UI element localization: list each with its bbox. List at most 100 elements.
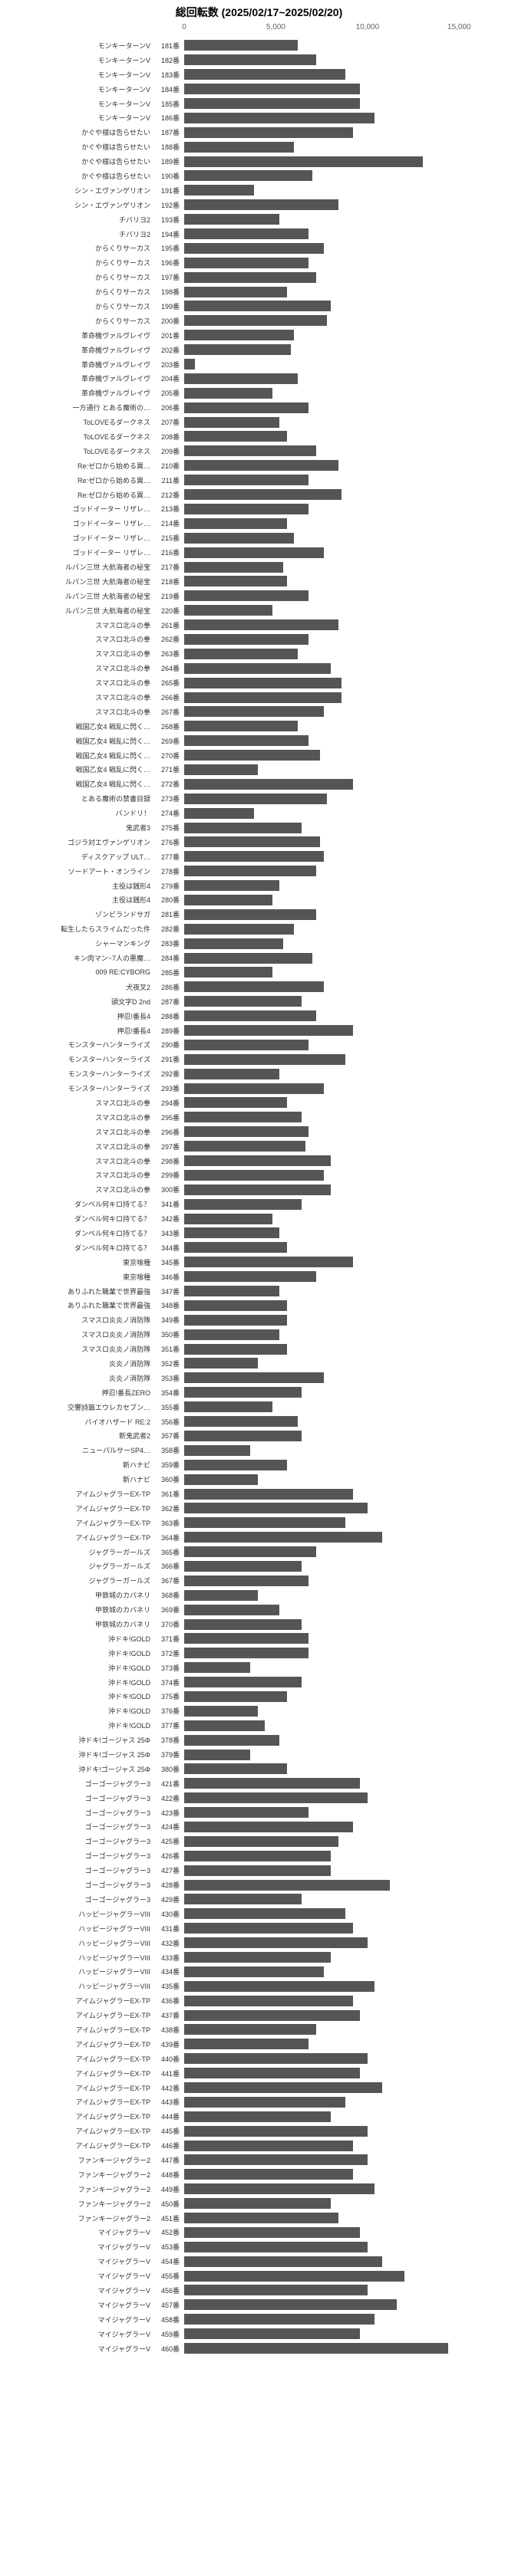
row-number: 354番 (153, 1388, 184, 1398)
chart-row: マイジャグラーV460番 (0, 2341, 518, 2356)
bar (184, 721, 298, 731)
bar-track (184, 618, 514, 632)
row-number: 211番 (153, 475, 184, 485)
row-number: 189番 (153, 156, 184, 166)
row-number: 432番 (153, 1938, 184, 1948)
bar (184, 533, 294, 544)
bar (184, 1778, 360, 1789)
row-number: 368番 (153, 1590, 184, 1600)
chart-row: ルパン三世 大航海者の秘宝219番 (0, 589, 518, 603)
row-label: 沖ドキ!GOLD (0, 1663, 153, 1673)
row-number: 344番 (153, 1243, 184, 1253)
row-number: 198番 (153, 287, 184, 297)
plot-area: モンキーターンV181番モンキーターンV182番モンキーターンV183番モンキー… (0, 38, 518, 2356)
row-number: 358番 (153, 1445, 184, 1455)
row-number: 424番 (153, 1822, 184, 1832)
bar-track (184, 458, 514, 473)
row-label: 戦国乙女4 戦乱に閃く… (0, 751, 153, 761)
row-number: 300番 (153, 1184, 184, 1194)
row-number: 206番 (153, 402, 184, 412)
bar-track (184, 1400, 514, 1414)
row-number: 357番 (153, 1431, 184, 1441)
row-number: 460番 (153, 2344, 184, 2354)
row-label: 転生したらスライムだった件 (0, 924, 153, 934)
chart-row: スマスロ北斗の拳297番 (0, 1139, 518, 1154)
chart-row: マイジャグラーV457番 (0, 2298, 518, 2312)
chart-row: 押忍!番長4289番 (0, 1024, 518, 1038)
chart-row: アイムジャグラーEX-TP363番 (0, 1516, 518, 1530)
chart-row: 主役は銭形4280番 (0, 893, 518, 908)
row-number: 212番 (153, 490, 184, 500)
bar-track (184, 1964, 514, 1979)
axis-tick: 5,000 (266, 23, 285, 31)
chart-row: 戦国乙女4 戦乱に閃く…272番 (0, 777, 518, 791)
chart-row: Re:ゼロから始める異…210番 (0, 458, 518, 473)
row-number: 439番 (153, 2039, 184, 2049)
row-number: 364番 (153, 1533, 184, 1543)
row-label: スマスロ北斗の拳 (0, 1184, 153, 1194)
row-number: 294番 (153, 1098, 184, 1108)
row-label: 鬼武者3 (0, 823, 153, 833)
row-number: 214番 (153, 518, 184, 528)
chart-row: モンキーターンV183番 (0, 67, 518, 82)
chart-row: ジャグラーガールズ366番 (0, 1559, 518, 1574)
row-label: アイムジャグラーEX-TP (0, 1503, 153, 1513)
bar (184, 2111, 331, 2122)
bar-track (184, 2095, 514, 2109)
bar-track (184, 2239, 514, 2254)
chart-container: 総回転数 (2025/02/17~2025/02/20) 05,00010,00… (0, 0, 518, 2356)
bar-track (184, 1371, 514, 1385)
row-number: 277番 (153, 852, 184, 862)
row-number: 293番 (153, 1083, 184, 1093)
bar-track (184, 980, 514, 994)
bar (184, 417, 279, 428)
row-label: ファンキージャグラー2 (0, 2155, 153, 2165)
row-label: 一方通行 とある魔術の… (0, 402, 153, 412)
bar-track (184, 2283, 514, 2298)
chart-row: ハッピージャグラーVIII430番 (0, 1907, 518, 1921)
bar (184, 1822, 353, 1832)
bar (184, 2285, 368, 2295)
row-label: アイムジャグラーEX-TP (0, 2126, 153, 2136)
row-number: 378番 (153, 1735, 184, 1745)
row-label: アイムジャグラーEX-TP (0, 2068, 153, 2078)
row-label: スマスロ北斗の拳 (0, 1142, 153, 1152)
bar (184, 1069, 279, 1079)
row-number: 220番 (153, 606, 184, 616)
bar (184, 967, 272, 978)
bar (184, 489, 341, 500)
bar (184, 156, 423, 167)
bar-track (184, 1182, 514, 1197)
row-label: ゴッドイーター リザレ… (0, 518, 153, 528)
bar (184, 2010, 360, 2021)
bar-track (184, 1211, 514, 1226)
row-number: 185番 (153, 99, 184, 109)
bar-track (184, 1255, 514, 1270)
row-number: 422番 (153, 1793, 184, 1803)
bar-track (184, 1545, 514, 1559)
row-number: 184番 (153, 84, 184, 94)
chart-row: ゴーゴージャグラー3425番 (0, 1834, 518, 1848)
row-label: アイムジャグラーEX-TP (0, 2083, 153, 2093)
bar (184, 504, 308, 514)
row-number: 361番 (153, 1489, 184, 1499)
bar-track (184, 386, 514, 400)
row-number: 442番 (153, 2083, 184, 2093)
row-number: 193番 (153, 215, 184, 225)
row-label: モンキーターンV (0, 55, 153, 65)
row-label: スマスロ北斗の拳 (0, 663, 153, 673)
row-number: 275番 (153, 823, 184, 833)
row-label: ファンキージャグラー2 (0, 2184, 153, 2194)
bar (184, 1807, 308, 1818)
row-label: 東京喰種 (0, 1272, 153, 1282)
chart-row: ファンキージャグラー2447番 (0, 2153, 518, 2167)
bar (184, 590, 308, 601)
row-label: 新ハナビ (0, 1460, 153, 1470)
chart-row: かぐや様は告らせたい190番 (0, 169, 518, 183)
bar-track (184, 444, 514, 458)
row-number: 433番 (153, 1953, 184, 1963)
row-number: 440番 (153, 2054, 184, 2064)
chart-row: モンスターハンターライズ290番 (0, 1037, 518, 1052)
bar (184, 823, 302, 833)
row-label: ToLOVEるダークネス (0, 417, 153, 427)
